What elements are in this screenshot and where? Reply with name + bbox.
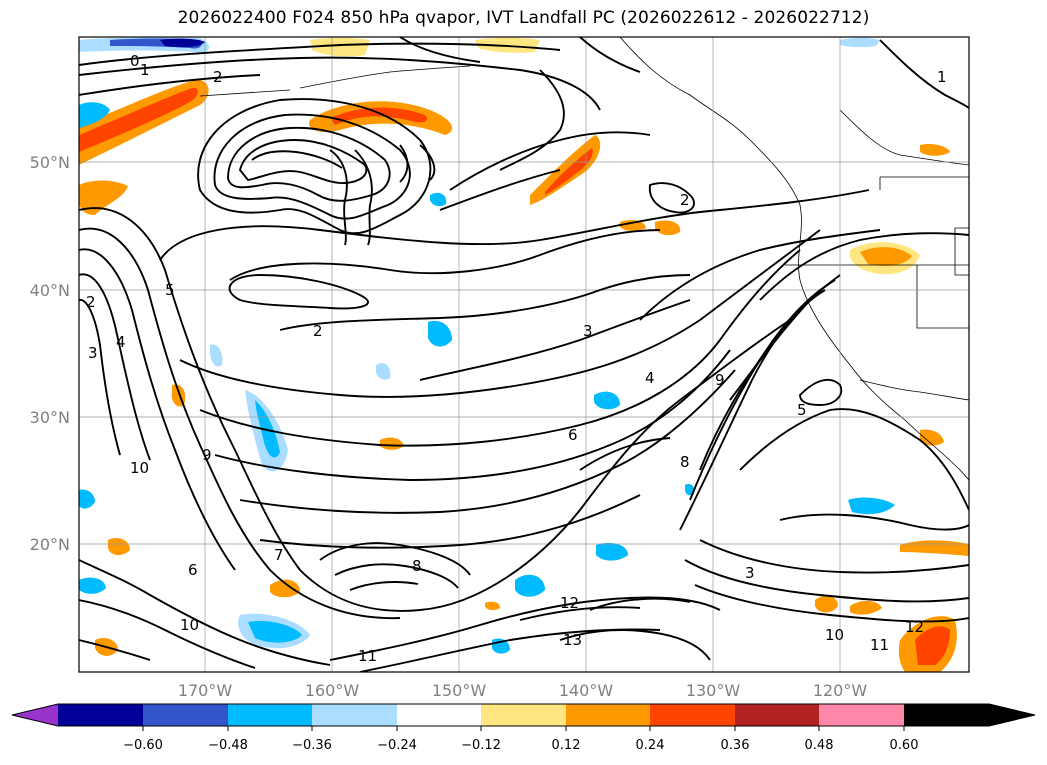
- colorbar-tick-label: −0.12: [461, 738, 501, 753]
- contour-label: 10: [130, 459, 149, 477]
- contour-label: 6: [568, 426, 578, 444]
- colorbar-segment: [819, 704, 904, 726]
- contour-label: 9: [202, 446, 212, 464]
- colorbar-segment: [143, 704, 228, 726]
- colorbar-extend-min: [12, 704, 58, 726]
- lon-label: 160°W: [305, 681, 360, 700]
- contours: [79, 37, 969, 672]
- lat-label: 50°N: [30, 153, 70, 172]
- contour-label: 8: [412, 557, 422, 575]
- lon-label: 170°W: [178, 681, 233, 700]
- coastlines: [199, 37, 969, 481]
- contour-label: 4: [645, 369, 655, 387]
- map-plot-area: 0 1 2 2 2 3 3 4 5 6 7 8 9 10 10 11 12 13…: [79, 37, 969, 672]
- lon-label: 130°W: [686, 681, 741, 700]
- map-title: 2026022400 F024 850 hPa qvapor, IVT Land…: [177, 8, 870, 28]
- contour-label: 3: [745, 564, 755, 582]
- contour-label: 6: [188, 561, 198, 579]
- colorbar-tick-label: 0.60: [890, 738, 919, 753]
- longitude-labels: 170°W 160°W 150°W 140°W 130°W 120°W: [178, 681, 868, 700]
- colorbar-segment: [312, 704, 397, 726]
- contour-label: 4: [116, 333, 126, 351]
- colorbar-tick-label: 0.12: [552, 738, 581, 753]
- lat-label: 30°N: [30, 408, 70, 427]
- contour-label: 8: [680, 453, 690, 471]
- contour-label: 7: [274, 546, 284, 564]
- colorbar-segment: [228, 704, 312, 726]
- contour-label: 2: [680, 191, 690, 209]
- colorbar-tick-label: −0.36: [292, 738, 332, 753]
- contour-label: 1: [140, 61, 150, 79]
- colorbar-segment: [58, 704, 143, 726]
- contour-label: 1: [937, 68, 947, 86]
- colorbar-tick-label: 0.36: [721, 738, 750, 753]
- lon-label: 150°W: [432, 681, 487, 700]
- contour-label: 13: [563, 631, 582, 649]
- contour-label: 9: [715, 371, 725, 389]
- plot-frame: [78, 36, 970, 673]
- contour-label: 5: [797, 401, 807, 419]
- colorbar-segment: [481, 704, 566, 726]
- colorbar-tick-label: −0.48: [208, 738, 248, 753]
- lon-label: 120°W: [813, 681, 868, 700]
- contour-label: 12: [560, 594, 579, 612]
- colorbar-tick-label: 0.24: [636, 738, 665, 753]
- contour-label: 2: [213, 68, 223, 86]
- contour-label: 0: [130, 52, 140, 70]
- colorbar-segment: [735, 704, 819, 726]
- colorbar-tick-label: −0.60: [123, 738, 163, 753]
- contour-label: 10: [180, 616, 199, 634]
- contour-label: 11: [358, 647, 377, 665]
- contour-label: 2: [86, 293, 96, 311]
- colorbar-tick-label: 0.48: [805, 738, 834, 753]
- lon-label: 140°W: [559, 681, 614, 700]
- contour-label: 3: [88, 344, 98, 362]
- colorbar-tick-label: −0.24: [377, 738, 417, 753]
- colorbar-segment: [566, 704, 650, 726]
- latitude-labels: 50°N 40°N 30°N 20°N: [30, 153, 70, 554]
- contour-labels: 0 1 2 2 2 3 3 4 5 6 7 8 9 10 10 11 12 13…: [86, 52, 947, 665]
- colorbar: −0.60 −0.48 −0.36 −0.24 −0.12 0.12 0.24 …: [11, 703, 1036, 753]
- lat-label: 40°N: [30, 281, 70, 300]
- contour-label: 10: [825, 626, 844, 644]
- gridlines: [79, 37, 969, 672]
- colorbar-extend-max: [904, 704, 1035, 726]
- lat-label: 20°N: [30, 535, 70, 554]
- shading-positive: [79, 37, 969, 672]
- contour-label: 3: [583, 322, 593, 340]
- shading-negative: [79, 37, 895, 654]
- colorbar-segment: [650, 704, 735, 726]
- contour-label: 5: [165, 281, 175, 299]
- contour-label: 11: [870, 636, 889, 654]
- contour-label: 2: [313, 322, 323, 340]
- colorbar-segment: [397, 704, 481, 726]
- contour-label: 12: [905, 618, 924, 636]
